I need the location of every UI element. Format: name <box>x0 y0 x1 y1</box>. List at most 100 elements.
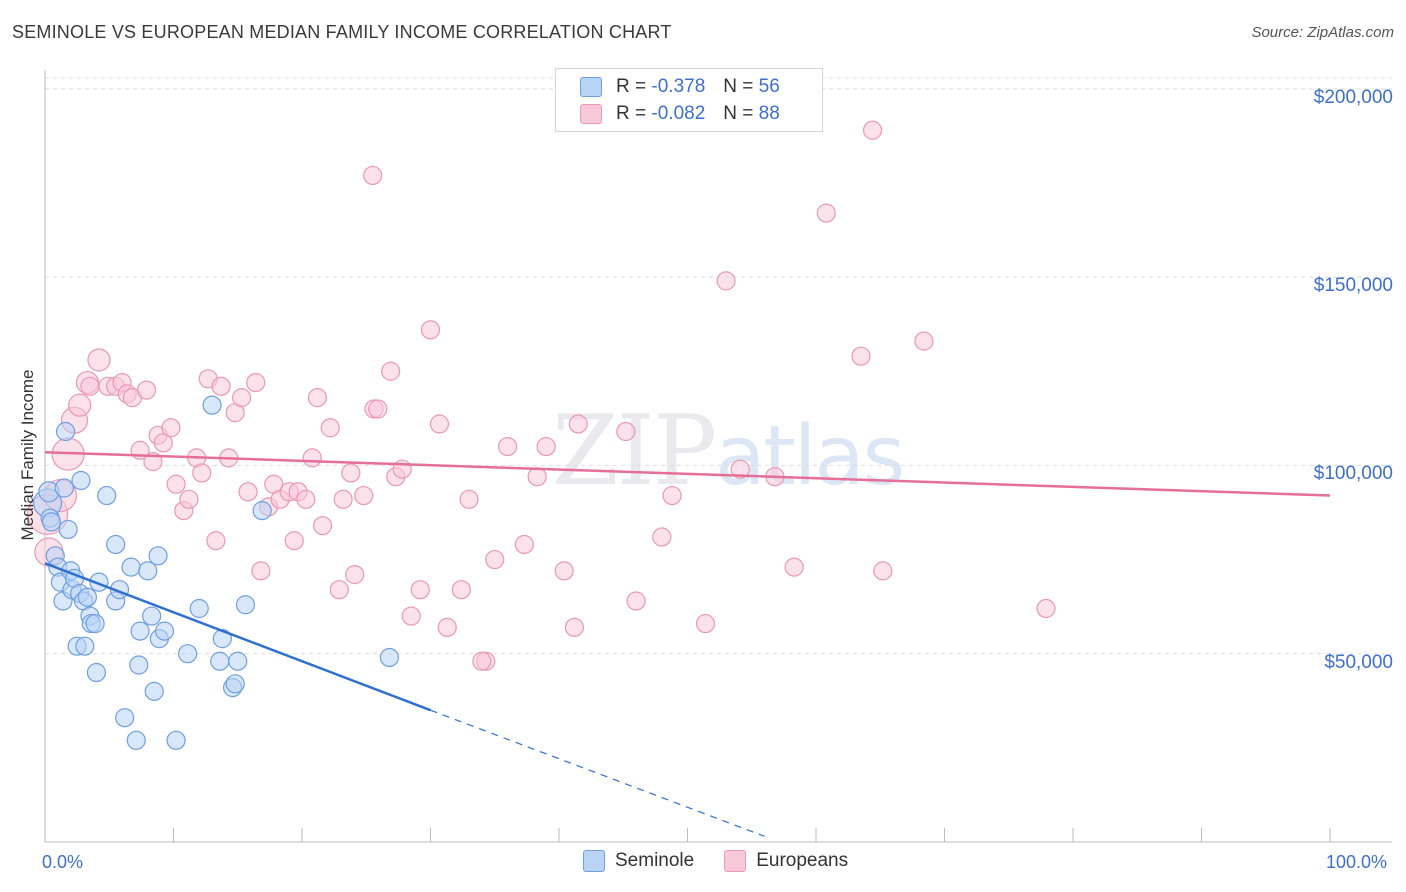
seminole-point <box>130 621 150 641</box>
seminole-point <box>115 708 135 728</box>
seminole-point <box>85 613 105 634</box>
seminole-point <box>189 598 209 619</box>
europeans-point <box>616 421 636 442</box>
legend-label: Europeans <box>756 850 849 871</box>
legend-label: Seminole <box>615 850 695 871</box>
europeans-point <box>514 534 534 555</box>
europeans-point <box>333 489 353 509</box>
europeans-point <box>284 531 304 551</box>
europeans-point <box>485 549 505 570</box>
stats-row-seminole: R = -0.378 N = 56 <box>580 74 780 100</box>
europeans-point <box>341 463 361 483</box>
europeans-point <box>851 346 871 366</box>
n-value: 56 <box>758 76 780 97</box>
seminole-point <box>178 644 198 664</box>
europeans-point <box>410 580 430 600</box>
europeans-point <box>730 459 750 479</box>
x-axis-min-label: 0.0% <box>42 852 84 872</box>
n-value: 88 <box>758 103 780 124</box>
europeans-points <box>26 120 1056 671</box>
seminole-point <box>54 478 74 498</box>
axes <box>44 70 1392 843</box>
europeans-point <box>784 557 804 577</box>
seminole-point <box>55 421 76 442</box>
watermark: ZIPatlas <box>552 395 905 507</box>
europeans-point <box>246 372 266 393</box>
europeans-swatch <box>580 104 602 124</box>
europeans-trend-line <box>44 450 1331 497</box>
europeans-point <box>437 617 457 637</box>
seminole-point <box>144 681 164 701</box>
y-tick-label: $200,000 <box>1313 86 1393 108</box>
seminole-point <box>75 636 95 656</box>
europeans-point <box>695 613 716 634</box>
europeans-point <box>873 561 893 581</box>
seminole-point <box>154 621 175 641</box>
seminole-point <box>121 557 141 577</box>
europeans-point <box>211 376 231 396</box>
seminole-trend-line <box>44 562 431 712</box>
europeans-point <box>527 467 547 487</box>
seminole-point <box>97 485 117 506</box>
y-tick-label: $50,000 <box>1324 651 1393 673</box>
seminole-point <box>202 395 222 415</box>
seminole-point <box>225 674 245 694</box>
europeans-point <box>662 485 682 506</box>
europeans-point <box>296 489 316 509</box>
europeans-point <box>161 418 181 438</box>
seminole-point <box>77 587 98 607</box>
europeans-point <box>312 516 333 536</box>
europeans-point <box>345 565 365 585</box>
europeans-point <box>179 489 199 509</box>
gridlines <box>45 77 1392 655</box>
europeans-point <box>429 414 450 434</box>
europeans-point <box>87 348 111 372</box>
y-tick-label: $100,000 <box>1313 463 1393 485</box>
seminole-point <box>41 512 62 532</box>
europeans-point <box>652 527 672 547</box>
seminole-point <box>235 595 256 615</box>
europeans-point <box>401 606 421 626</box>
europeans-point <box>568 414 588 434</box>
europeans-point <box>914 331 934 351</box>
seminole-point <box>228 651 248 671</box>
europeans-point <box>354 485 374 506</box>
watermark-zip: ZIP <box>552 395 717 507</box>
seminole-points <box>32 395 399 750</box>
seminole-swatch <box>580 77 602 97</box>
europeans-point <box>238 482 258 502</box>
r-label: R = <box>616 76 647 97</box>
europeans-point <box>862 120 883 140</box>
europeans-point <box>459 489 479 509</box>
europeans-point <box>80 376 100 396</box>
europeans-point <box>1036 598 1056 619</box>
seminole-point <box>148 546 168 566</box>
legend-item-europeans[interactable]: Europeans <box>724 850 848 872</box>
europeans-point <box>68 393 92 417</box>
r-label: R = <box>616 103 647 124</box>
stats-row-europeans: R = -0.082 N = 88 <box>580 101 780 127</box>
europeans-point <box>564 617 585 637</box>
europeans-point <box>716 271 736 291</box>
europeans-point <box>472 651 492 671</box>
chart-title: SEMINOLE VS EUROPEAN MEDIAN FAMILY INCOM… <box>12 22 672 42</box>
r-value: -0.378 <box>651 76 706 97</box>
n-label: N = <box>723 103 754 124</box>
seminole-point <box>142 606 162 626</box>
europeans-point <box>363 165 383 186</box>
series-legend: Seminole Europeans <box>583 850 878 872</box>
europeans-swatch <box>724 850 747 872</box>
seminole-point <box>166 730 186 750</box>
y-tick-label: $150,000 <box>1313 275 1393 297</box>
seminole-swatch <box>583 850 605 872</box>
seminole-point <box>129 655 149 675</box>
seminole-point <box>86 662 107 683</box>
europeans-point <box>136 380 157 400</box>
europeans-point <box>554 561 574 581</box>
seminole-trend-extension <box>430 709 765 837</box>
europeans-point <box>307 388 328 408</box>
seminole-point <box>210 651 230 671</box>
europeans-point <box>816 203 836 223</box>
legend-item-seminole[interactable]: Seminole <box>583 850 694 872</box>
